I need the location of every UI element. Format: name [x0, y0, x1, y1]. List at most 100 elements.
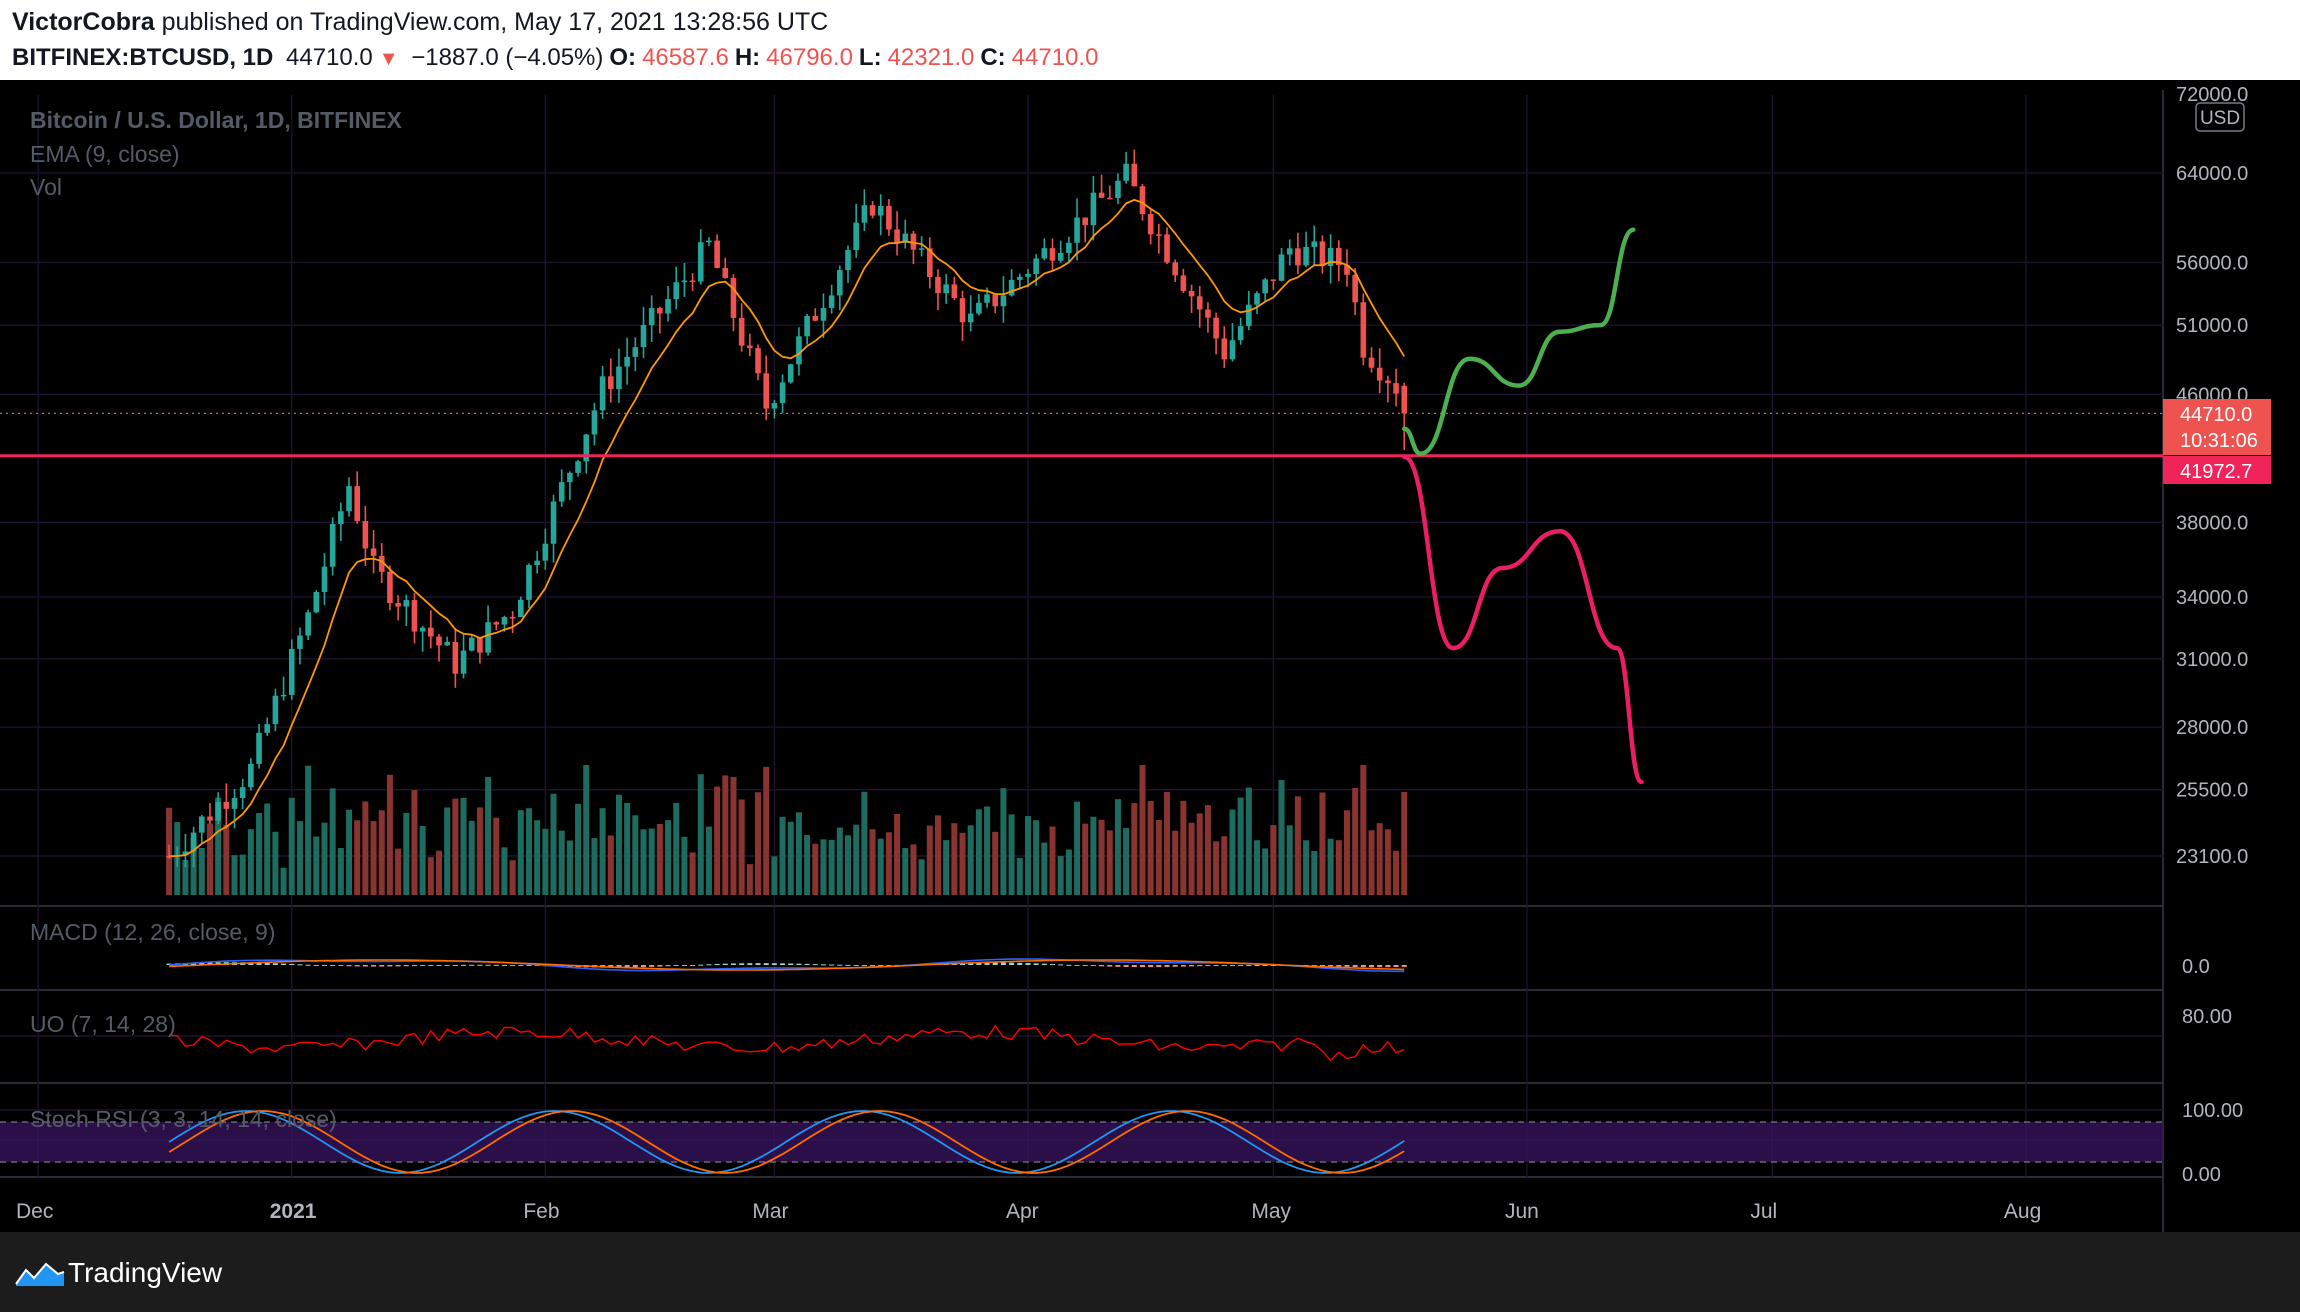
volume-bar: [1024, 816, 1031, 895]
volume-bar: [984, 806, 991, 895]
candle-body: [886, 206, 892, 230]
candle-body: [837, 270, 843, 296]
candle-body: [1270, 279, 1277, 281]
macd-legend: MACD (12, 26, close, 9): [30, 919, 275, 945]
volume-bar: [256, 813, 263, 895]
volume-bar: [1368, 830, 1375, 895]
candle-body: [681, 280, 688, 283]
candle-body: [796, 336, 802, 365]
candle-body: [1360, 302, 1367, 358]
last-price-tag: [2163, 399, 2271, 455]
tradingview-logo-icon[interactable]: [14, 1260, 66, 1288]
time-tick-label: Mar: [752, 1200, 788, 1223]
candle-body: [1196, 296, 1203, 310]
candle-body: [755, 348, 761, 374]
macd-histogram-bar: [984, 962, 990, 965]
candle-body: [673, 282, 680, 300]
volume-bar: [583, 765, 590, 895]
volume-bar: [386, 774, 393, 895]
candle-body: [1025, 273, 1031, 277]
publish-header: VictorCobra published on TradingView.com…: [0, 0, 2300, 80]
author-name[interactable]: VictorCobra: [12, 8, 155, 36]
macd-histogram-bar: [518, 965, 524, 966]
candles: [166, 149, 1408, 868]
macd-histogram-bar: [1254, 964, 1260, 966]
volume-bar: [419, 825, 426, 895]
macd-histogram-bar: [681, 965, 687, 966]
volume-bar: [239, 854, 246, 895]
indicator-tick-label: 80.00: [2182, 1006, 2232, 1028]
macd-histogram-bar: [1246, 964, 1252, 966]
macd-histogram-bar: [698, 964, 704, 966]
chart-canvas[interactable]: 72000.064000.056000.051000.046000.038000…: [0, 80, 2300, 1232]
brand-name[interactable]: TradingView: [68, 1257, 223, 1288]
macd-histogram-bar: [1033, 963, 1039, 965]
macd-histogram-bar: [428, 965, 434, 966]
candle-body: [395, 603, 401, 607]
macd-histogram-bar: [992, 962, 998, 965]
ema-legend: EMA (9, close): [30, 141, 180, 167]
candle-body: [689, 280, 696, 282]
volume-bar: [934, 815, 941, 895]
macd-histogram-bar: [534, 965, 540, 966]
volume-bar: [689, 852, 696, 895]
macd-histogram-bar: [444, 965, 450, 966]
macd-histogram-bar: [641, 965, 646, 968]
volume-bar: [705, 826, 712, 895]
candle-body: [804, 315, 810, 337]
volume-bar: [509, 860, 516, 895]
footer: TradingView: [0, 1232, 2300, 1312]
currency-badge[interactable]: [2195, 102, 2245, 132]
open-value: 46587.6: [642, 44, 729, 71]
price-tick-label: 56000.0: [2176, 252, 2248, 274]
macd-histogram-bar: [730, 963, 736, 965]
macd-histogram-bar: [452, 965, 458, 966]
volume-bar: [746, 864, 753, 895]
candle-body: [288, 648, 295, 695]
macd-histogram-bar: [264, 962, 270, 965]
volume-bar: [1311, 850, 1318, 895]
candle-body: [763, 373, 769, 409]
volume-bar: [779, 816, 786, 895]
volume-bar: [894, 813, 901, 895]
volume-bar: [1008, 814, 1015, 895]
candle-body: [1057, 252, 1064, 261]
candle-body: [1246, 304, 1252, 327]
macd-histogram-bar: [461, 964, 467, 966]
macd-histogram-bar: [788, 963, 794, 965]
macd-histogram-bar: [624, 965, 630, 968]
candle-body: [935, 276, 941, 294]
macd-histogram-bar: [1344, 965, 1350, 967]
macd-histogram-bar: [1050, 964, 1055, 966]
candle-body: [1156, 234, 1162, 236]
macd-histogram-bar: [510, 965, 516, 966]
volume-bar: [517, 810, 524, 895]
vol-legend: Vol: [30, 174, 62, 200]
volume-bar: [902, 848, 909, 895]
candle-body: [738, 317, 745, 346]
macd-line: [169, 958, 1405, 973]
candle-body: [534, 560, 540, 566]
candle-body: [207, 816, 213, 821]
candle-body: [1205, 309, 1211, 318]
volume-bar: [264, 803, 271, 895]
indicator-tick-label: 0.0: [2182, 956, 2210, 978]
candle-body: [354, 486, 360, 522]
volume-bar: [853, 824, 860, 895]
candle-body: [419, 627, 426, 632]
volume-bar: [828, 839, 835, 895]
volume-bar: [885, 832, 892, 895]
price-tick-label: 31000.0: [2176, 649, 2248, 671]
volume-bar: [665, 820, 672, 895]
volume-bar: [436, 850, 442, 895]
volume-bar: [206, 823, 213, 895]
candle-body: [542, 543, 549, 561]
candle-body: [387, 571, 393, 604]
volume-bar: [1213, 841, 1220, 895]
macd-histogram-bar: [1074, 965, 1080, 966]
volume-bar: [877, 838, 884, 895]
volume-bar: [1164, 791, 1171, 895]
volume-bar: [411, 790, 418, 895]
low-label: L:: [858, 44, 882, 71]
candle-body: [657, 308, 663, 314]
